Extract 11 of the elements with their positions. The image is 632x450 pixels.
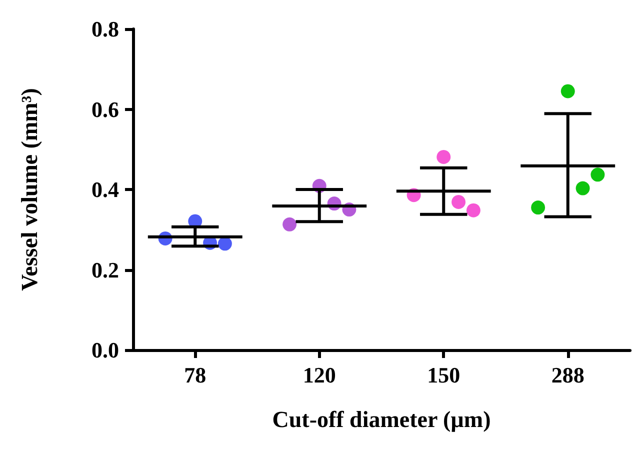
- y-axis-title: Vessel volume (mm³): [17, 88, 42, 291]
- x-tick-label: 78: [184, 362, 206, 388]
- y-tick-label: 0.0: [92, 338, 119, 362]
- x-tick-label: 150: [427, 362, 460, 388]
- x-tick-label: 288: [551, 362, 584, 388]
- x-tick-label: 120: [302, 362, 336, 388]
- y-tick-label: 0.2: [92, 257, 119, 282]
- x-axis-title: Cut-off diameter (µm): [272, 407, 491, 432]
- y-tick-label: 0.8: [92, 16, 119, 42]
- y-tick-label: 0.6: [92, 96, 119, 122]
- y-tick-label: 0.4: [92, 177, 119, 202]
